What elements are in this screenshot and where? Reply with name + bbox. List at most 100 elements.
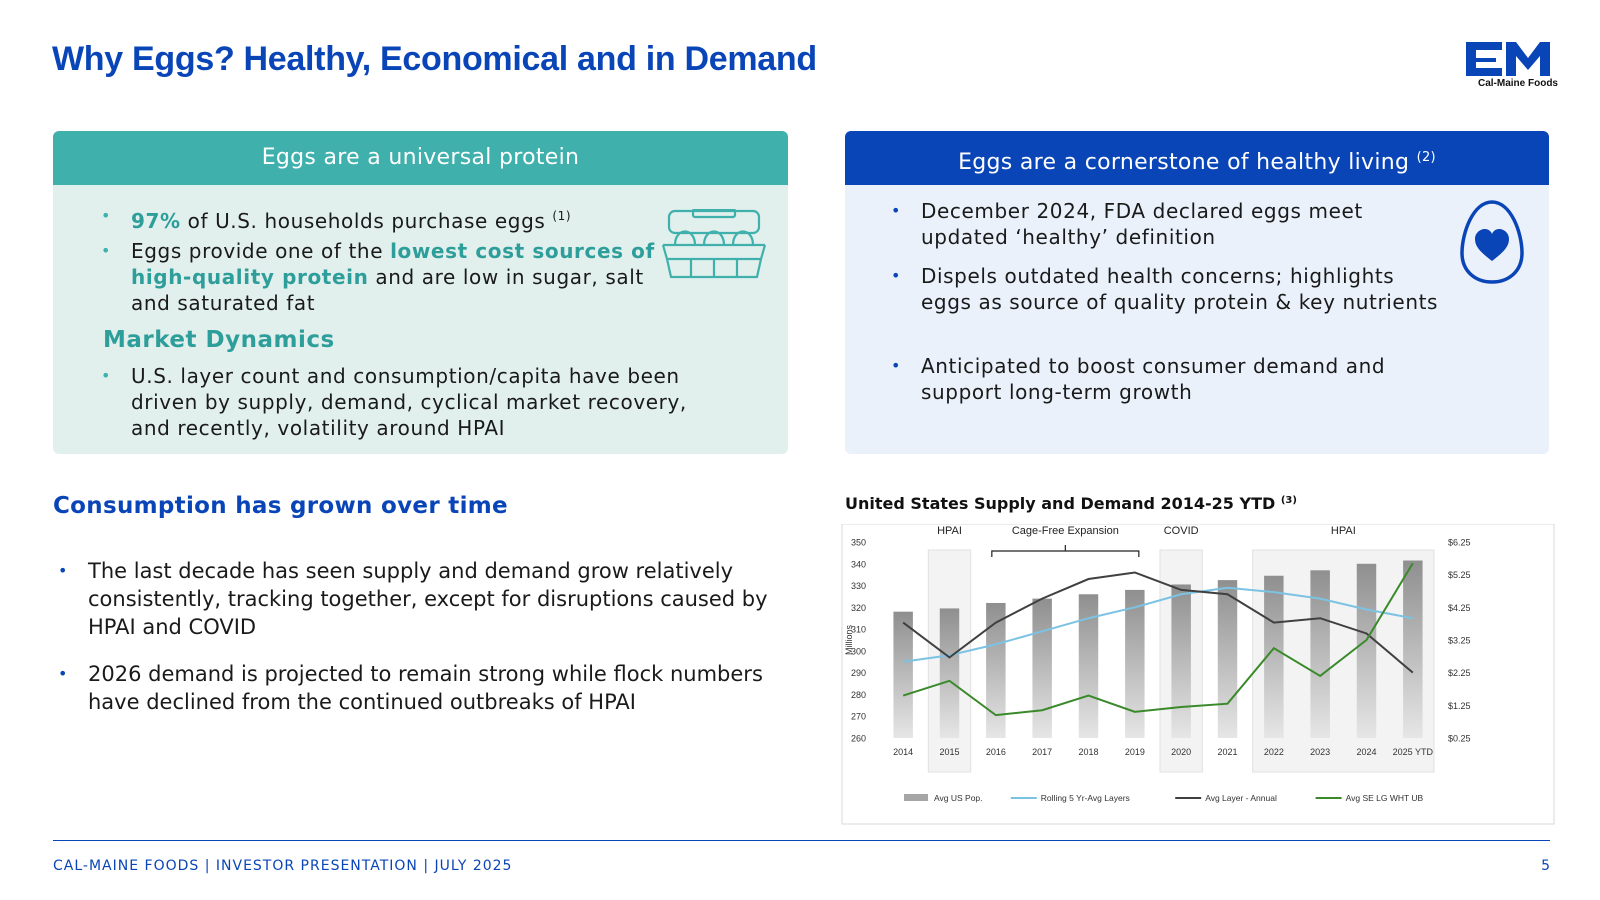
annotation-bracket bbox=[991, 545, 1140, 557]
y-tick-label: 340 bbox=[851, 559, 866, 569]
bullet-lowest-cost: • Eggs provide one of the lowest cost so… bbox=[101, 238, 671, 316]
bullet-dot: • bbox=[101, 241, 112, 260]
annotation-label: COVID bbox=[1164, 525, 1199, 537]
bullet-layer-count: • U.S. layer count and consumption/capit… bbox=[101, 363, 691, 441]
chart-frame bbox=[841, 524, 1555, 825]
market-dynamics-heading: Market Dynamics bbox=[103, 327, 335, 353]
page-number: 5 bbox=[1541, 858, 1550, 874]
bullet-boost: • Anticipated to boost consumer demand a… bbox=[891, 353, 1461, 405]
x-tick-label: 2016 bbox=[986, 747, 1006, 757]
y-tick-label: 310 bbox=[851, 625, 866, 635]
bullet-text: Anticipated to boost consumer demand and… bbox=[921, 354, 1386, 404]
bar-avg-us-pop bbox=[1171, 584, 1191, 738]
y-tick-label: 330 bbox=[851, 581, 866, 591]
bullet-text: and are low in sugar, salt and saturated… bbox=[131, 265, 644, 315]
cal-maine-logo bbox=[1466, 42, 1550, 76]
bullet-2026-demand: • 2026 demand is projected to remain str… bbox=[58, 660, 788, 716]
bullet-text: 2026 demand is projected to remain stron… bbox=[88, 662, 763, 714]
bullet-text: of U.S. households purchase eggs bbox=[180, 209, 553, 233]
y2-tick-label: $5.25 bbox=[1448, 570, 1471, 580]
bar-avg-us-pop bbox=[1078, 594, 1099, 738]
bar-avg-us-pop bbox=[1264, 575, 1284, 738]
egg-carton-icon bbox=[661, 209, 767, 279]
bullet-text: Eggs provide one of the bbox=[131, 239, 391, 263]
legend-label: Avg SE LG WHT UB bbox=[1346, 793, 1424, 803]
y-tick-label: 290 bbox=[851, 668, 866, 678]
bullet-supply-demand: • The last decade has seen supply and de… bbox=[58, 557, 788, 641]
x-tick-label: 2022 bbox=[1264, 747, 1284, 757]
y-tick-label: 320 bbox=[851, 603, 866, 613]
bullet-dot: • bbox=[101, 206, 112, 225]
x-tick-label: 2019 bbox=[1125, 747, 1145, 757]
bullet-text: December 2024, FDA declared eggs meet up… bbox=[921, 199, 1363, 249]
bullet-dispels: • Dispels outdated health concerns; high… bbox=[891, 263, 1451, 315]
footnote-ref: (1) bbox=[552, 209, 572, 223]
logo-text: Cal-Maine Foods bbox=[1477, 78, 1558, 89]
y2-tick-label: $0.25 bbox=[1448, 734, 1471, 744]
y2-tick-label: $1.25 bbox=[1448, 701, 1471, 711]
footnote-ref: (3) bbox=[1280, 495, 1297, 506]
chart-title-text: United States Supply and Demand 2014-25 … bbox=[845, 494, 1276, 513]
bar-avg-us-pop bbox=[939, 608, 960, 738]
chart-title: United States Supply and Demand 2014-25 … bbox=[845, 494, 1297, 513]
legend-label: Rolling 5 Yr-Avg Layers bbox=[1041, 793, 1130, 803]
page-title: Why Eggs? Healthy, Economical and in Dem… bbox=[52, 40, 817, 78]
egg-heart-icon bbox=[1460, 200, 1524, 284]
x-tick-label: 2020 bbox=[1171, 747, 1191, 757]
y-tick-label: 350 bbox=[851, 538, 866, 548]
bullet-text: U.S. layer count and consumption/capita … bbox=[131, 364, 687, 440]
bar-avg-us-pop bbox=[1356, 563, 1377, 738]
y2-tick-label: $6.25 bbox=[1448, 538, 1471, 548]
universal-protein-panel: Eggs are a universal protein • 97% of U.… bbox=[53, 131, 788, 454]
annotation-label: Cage-Free Expansion bbox=[1012, 525, 1119, 537]
y-tick-label: 260 bbox=[851, 734, 866, 744]
bullet-dot: • bbox=[891, 201, 902, 220]
y2-tick-label: $3.25 bbox=[1448, 636, 1471, 646]
legend-label: Avg US Pop. bbox=[934, 793, 983, 803]
footnote-ref: (2) bbox=[1416, 150, 1436, 165]
legend-swatch bbox=[904, 794, 928, 801]
x-tick-label: 2024 bbox=[1356, 747, 1376, 757]
bullet-dot: • bbox=[101, 366, 112, 385]
y-axis-label: Millions bbox=[844, 625, 854, 656]
healthy-living-panel: Eggs are a cornerstone of healthy living… bbox=[845, 131, 1549, 454]
panel-header-text: Eggs are a cornerstone of healthy living bbox=[958, 150, 1410, 175]
bar-avg-us-pop bbox=[1403, 560, 1423, 738]
bar-avg-us-pop bbox=[893, 611, 913, 738]
y-tick-label: 280 bbox=[851, 690, 866, 700]
y2-tick-label: $4.25 bbox=[1448, 603, 1471, 613]
supply-demand-chart: HPAI Cage-Free Expansion COVID HPAI 260 270 28… bbox=[841, 524, 1555, 825]
y-tick-label: 270 bbox=[851, 712, 866, 722]
series-line-avg-se-lg-wht-ub bbox=[902, 562, 1414, 717]
x-tick-label: 2015 bbox=[939, 747, 959, 757]
bullet-text: Dispels outdated health concerns; highli… bbox=[921, 264, 1439, 314]
bullet-dot: • bbox=[58, 561, 68, 580]
annotation-label: HPAI bbox=[1331, 525, 1356, 537]
highlight-97: 97% bbox=[131, 209, 181, 233]
bullet-households: • 97% of U.S. households purchase eggs (… bbox=[101, 203, 691, 234]
highlight-protein: lowest cost sources of high-quality prot… bbox=[131, 239, 655, 289]
bullet-text: The last decade has seen supply and dema… bbox=[88, 559, 768, 639]
y-tick-label: 300 bbox=[851, 646, 866, 656]
series-line-rolling-5-yr-avg-layers bbox=[903, 586, 1414, 663]
x-tick-label: 2017 bbox=[1032, 747, 1052, 757]
panel-header: Eggs are a cornerstone of healthy living… bbox=[845, 131, 1549, 185]
x-tick-label: 2025 YTD bbox=[1393, 747, 1434, 757]
y2-tick-label: $2.25 bbox=[1448, 668, 1471, 678]
footer-text: CAL-MAINE FOODS | INVESTOR PRESENTATION … bbox=[53, 858, 513, 874]
bar-avg-us-pop bbox=[1125, 589, 1145, 738]
bar-avg-us-pop bbox=[986, 602, 1006, 738]
bullet-dot: • bbox=[891, 356, 902, 375]
bar-avg-us-pop bbox=[1032, 598, 1052, 738]
series-line-avg-layer-annual bbox=[902, 571, 1414, 674]
bar-avg-us-pop bbox=[1310, 570, 1330, 738]
x-tick-label: 2018 bbox=[1078, 747, 1098, 757]
bar-avg-us-pop bbox=[1217, 580, 1238, 738]
bullet-fda: • December 2024, FDA declared eggs meet … bbox=[891, 198, 1441, 250]
panel-header: Eggs are a universal protein bbox=[53, 131, 788, 185]
annotation-label: HPAI bbox=[937, 525, 962, 537]
legend-label: Avg Layer - Annual bbox=[1205, 793, 1277, 803]
footer-divider bbox=[53, 840, 1550, 841]
bullet-dot: • bbox=[891, 266, 902, 285]
x-tick-label: 2014 bbox=[893, 747, 913, 757]
